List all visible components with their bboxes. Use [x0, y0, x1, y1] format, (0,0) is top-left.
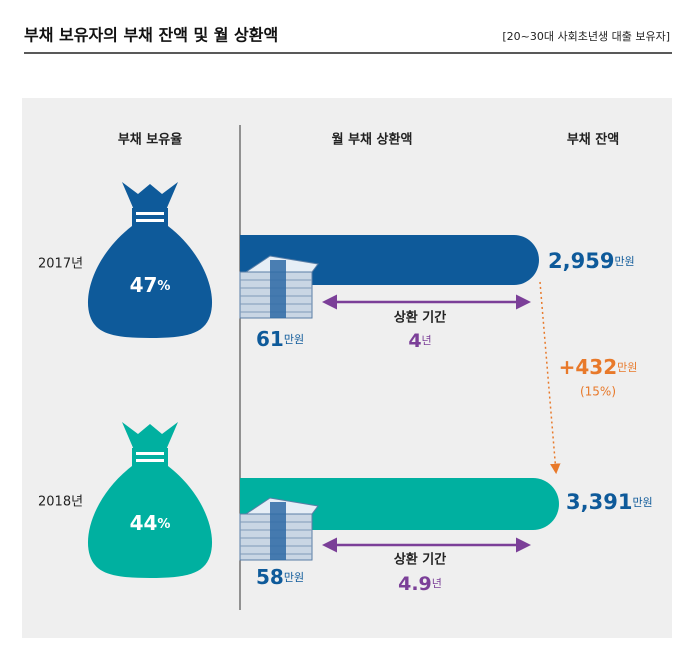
- payment: 61만원: [256, 327, 304, 351]
- header: 부채 보유자의 부채 잔액 및 월 상환액 [20~30대 사회초년생 대출 보…: [24, 26, 672, 54]
- note: [20~30대 사회초년생 대출 보유자]: [502, 30, 670, 43]
- balance-bar: [240, 235, 539, 285]
- column-header: 월 부채 상환액: [332, 132, 413, 148]
- change-percent: (15%): [580, 385, 616, 399]
- year: 2018년: [38, 495, 83, 510]
- balance: 3,391만원: [566, 490, 653, 514]
- balance: 2,959만원: [548, 249, 635, 273]
- rate: 44%: [130, 511, 171, 535]
- term-label: 상환 기간: [394, 310, 446, 326]
- term: 4.9년: [398, 573, 442, 595]
- column-header: 부채 잔액: [567, 132, 619, 148]
- rate: 47%: [130, 273, 171, 297]
- change-amount: +432만원: [559, 355, 638, 379]
- column-header: 부채 보유율: [118, 132, 182, 148]
- title: 부채 보유자의 부채 잔액 및 월 상환액: [24, 26, 278, 45]
- term-label: 상환 기간: [394, 552, 446, 568]
- year: 2017년: [38, 257, 83, 272]
- term: 4년: [408, 330, 431, 352]
- balance-bar: [240, 478, 559, 530]
- payment: 58만원: [256, 565, 304, 589]
